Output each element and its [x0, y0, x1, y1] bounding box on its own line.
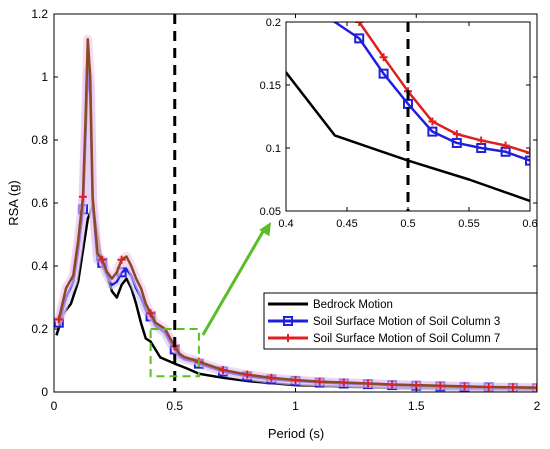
x-tick-label: 0.4 — [278, 218, 293, 230]
main-soil-surface-motion-of-soil-column-7-point — [412, 381, 421, 390]
y-axis-label: RSA (g) — [6, 180, 21, 226]
main-soil-surface-motion-of-soil-column-7-point — [146, 309, 155, 318]
y-tick-label: 0.1 — [266, 143, 281, 155]
inset-soil-surface-motion-of-soil-column-3-point — [427, 126, 438, 137]
main-soil-surface-motion-of-soil-column-7-point — [339, 378, 348, 387]
main-y-ticks: 0 0.2 0.4 0.6 0.8 1 1.2 — [31, 7, 537, 399]
y-tick-label: 0.05 — [260, 206, 281, 218]
main-soil-surface-motion-of-soil-column-7-point — [508, 383, 517, 392]
main-soil-surface-motion-of-soil-column-7-point — [219, 365, 228, 374]
x-tick-label: 1.5 — [408, 399, 425, 413]
inset-soil-surface-motion-of-soil-column-7-point — [355, 22, 364, 26]
main-soil-surface-motion-of-soil-column-7-point — [436, 381, 445, 390]
main-soil-surface-motion-of-soil-column-7-point — [315, 377, 324, 386]
main-soil-surface-motion-of-soil-column-7-point — [267, 373, 276, 382]
main-x-ticks: 0 0.5 1 1.5 2 — [51, 14, 541, 413]
inset-soil-surface-motion-of-soil-column-7-point — [452, 130, 461, 139]
y-tick-label: 0.15 — [260, 80, 281, 92]
main-soil-surface-motion-of-soil-column-7-point — [243, 370, 252, 379]
main-soil-surface-motion-of-soil-column-7-point — [363, 379, 372, 388]
main-soil-surface-motion-of-soil-column-7-point — [533, 383, 537, 392]
x-tick-label: 0.55 — [458, 218, 479, 230]
y-tick-label: 1.2 — [31, 7, 48, 21]
legend: Bedrock Motion Soil Surface Motion of Soi… — [263, 292, 538, 350]
main-soil-surface-motion-of-soil-column-7-line — [57, 37, 537, 389]
y-tick-label: 1 — [41, 70, 48, 84]
main-soil-surface-motion-of-soil-column-7-point — [98, 255, 107, 264]
inset-soil-surface-motion-of-soil-column-3-point — [354, 33, 365, 44]
y-tick-label: 0.6 — [31, 196, 48, 210]
inset-soil-surface-motion-of-soil-column-7-point — [526, 149, 530, 158]
inset-soil-surface-motion-of-soil-column-7-point — [501, 141, 510, 150]
main-soil-surface-motion-of-soil-column-7-point — [54, 315, 63, 324]
legend-label-soil-surface-motion-of-soil-column-3: Soil Surface Motion of Soil Column 3 — [313, 316, 500, 328]
legend-marker-soil-surface-motion-of-soil-column-7 — [284, 334, 292, 342]
y-tick-label: 0.8 — [31, 133, 48, 147]
legend-label-bedrock-motion: Bedrock Motion — [313, 299, 393, 311]
inset-soil-surface-motion-of-soil-column-3-point — [378, 68, 389, 79]
main-soil-surface-motion-of-soil-column-7-point — [460, 382, 469, 391]
main-soil-surface-motion-of-soil-column-7-point — [117, 255, 126, 264]
inset-soil-surface-motion-of-soil-column-3-point — [451, 137, 462, 148]
main-soil-surface-motion-of-soil-column-7-point — [388, 380, 397, 389]
inset-soil-surface-motion-of-soil-column-7-point — [428, 117, 437, 126]
zoom-region-box — [149, 328, 200, 378]
x-tick-label: 0 — [51, 399, 58, 413]
x-tick-label: 0.5 — [400, 218, 415, 230]
x-tick-label: 0.6 — [522, 218, 537, 230]
y-tick-label: 0 — [41, 385, 48, 399]
main-series-group — [54, 34, 537, 392]
main-soil-surface-motion-of-soil-column-7-point — [78, 192, 87, 201]
main-soil-surface-motion-of-soil-column-7-point — [484, 382, 493, 391]
x-tick-label: 0.45 — [336, 218, 357, 230]
x-tick-label: 0.5 — [166, 399, 183, 413]
y-tick-label: 0.2 — [31, 322, 48, 336]
legend-items: Bedrock Motion Soil Surface Motion of Soi… — [268, 299, 500, 345]
zoom-arrow — [201, 222, 271, 336]
inset-series-group — [286, 22, 530, 203]
main-soil-surface-motion-of-soil-column-7-point — [291, 376, 300, 385]
legend-marker-soil-surface-motion-of-soil-column-3 — [283, 316, 293, 326]
legend-label-soil-surface-motion-of-soil-column-7: Soil Surface Motion of Soil Column 7 — [313, 333, 500, 345]
inset-soil-surface-motion-of-soil-column-3-point — [525, 155, 530, 166]
inset-x-ticks: 0.4 0.45 0.5 0.55 0.6 — [278, 22, 538, 230]
x-axis-label: Period (s) — [268, 426, 324, 441]
x-tick-label: 2 — [534, 399, 541, 413]
x-tick-label: 1 — [292, 399, 299, 413]
y-tick-label: 0.2 — [266, 17, 281, 29]
inset-y-ticks: 0.05 0.1 0.15 0.2 — [260, 17, 530, 218]
y-tick-label: 0.4 — [31, 259, 48, 273]
inset-soil-surface-motion-of-soil-column-7-point — [477, 136, 486, 145]
legend-box — [263, 292, 538, 350]
inset-soil-surface-motion-of-soil-column-7-point — [379, 53, 388, 62]
